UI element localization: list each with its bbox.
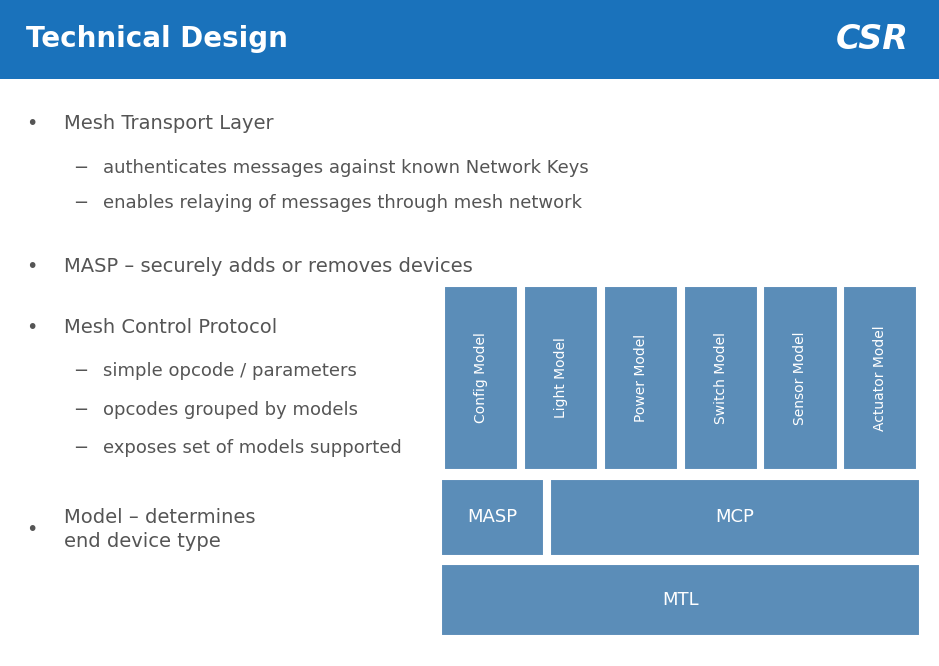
Text: −: − (73, 438, 88, 457)
Text: Sensor Model: Sensor Model (793, 331, 808, 425)
Text: −: − (73, 400, 88, 419)
Text: −: − (73, 159, 88, 177)
Text: Mesh Transport Layer: Mesh Transport Layer (64, 114, 273, 133)
Text: Actuator Model: Actuator Model (873, 325, 887, 431)
FancyBboxPatch shape (441, 564, 920, 636)
Text: Light Model: Light Model (554, 338, 568, 418)
Text: CSR: CSR (836, 23, 909, 56)
Text: opcodes grouped by models: opcodes grouped by models (103, 400, 359, 419)
Text: Mesh Control Protocol: Mesh Control Protocol (64, 318, 277, 337)
FancyBboxPatch shape (550, 479, 920, 556)
Text: Model – determines
end device type: Model – determines end device type (64, 508, 255, 551)
Text: MASP: MASP (468, 508, 518, 527)
FancyBboxPatch shape (684, 286, 758, 470)
Text: −: − (73, 362, 88, 380)
FancyBboxPatch shape (524, 286, 598, 470)
Text: Config Model: Config Model (474, 332, 488, 424)
Text: Technical Design: Technical Design (26, 25, 288, 53)
Text: Power Model: Power Model (634, 334, 648, 422)
Text: MASP – securely adds or removes devices: MASP – securely adds or removes devices (64, 257, 472, 276)
Text: −: − (73, 194, 88, 212)
FancyBboxPatch shape (763, 286, 838, 470)
Text: •: • (26, 257, 38, 276)
Text: •: • (26, 520, 38, 539)
FancyBboxPatch shape (604, 286, 678, 470)
FancyBboxPatch shape (441, 479, 545, 556)
FancyBboxPatch shape (444, 286, 518, 470)
Text: enables relaying of messages through mesh network: enables relaying of messages through mes… (103, 194, 582, 212)
Text: MTL: MTL (662, 591, 700, 609)
FancyBboxPatch shape (843, 286, 917, 470)
Text: •: • (26, 114, 38, 133)
Bar (0, 0, 939, 79)
Text: Switch Model: Switch Model (714, 332, 728, 424)
Text: simple opcode / parameters: simple opcode / parameters (103, 362, 357, 380)
Text: exposes set of models supported: exposes set of models supported (103, 438, 402, 457)
Text: authenticates messages against known Network Keys: authenticates messages against known Net… (103, 159, 589, 177)
Text: MCP: MCP (716, 508, 755, 527)
Text: •: • (26, 318, 38, 337)
